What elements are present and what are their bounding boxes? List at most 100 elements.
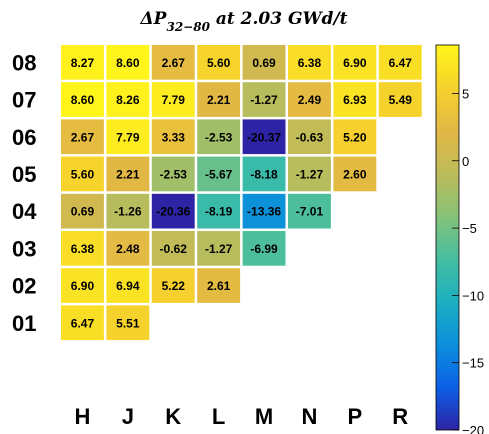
cell-value-label: 0.69 [71, 205, 95, 219]
color-scale-gradient [436, 45, 459, 430]
heatmap-cell: 8.26 [106, 82, 150, 117]
heatmap-cell: 2.67 [151, 45, 195, 80]
color-scale-tick-label: −10 [462, 288, 484, 303]
cell-rect [106, 305, 150, 341]
title-prefix: ΔP [139, 9, 167, 29]
cell-value-label: 5.60 [71, 167, 95, 181]
cell-rect [151, 193, 195, 229]
chart-title: ΔP32−80 at 2.03 GWd/t [139, 9, 347, 34]
cell-rect [61, 119, 104, 155]
cell-value-label: 5.49 [389, 93, 413, 107]
cell-value-label: 2.61 [207, 279, 231, 293]
color-scale-bar: 5 0 −5 −10 −15 −20 [435, 44, 484, 434]
heatmap-cell: -20.37 [242, 119, 286, 155]
cell-value-label: 8.60 [116, 56, 140, 70]
cell-value-label: 8.26 [116, 93, 140, 107]
cell-rect [61, 193, 104, 229]
heatmap-cell: 6.93 [333, 82, 377, 117]
heatmap-grid: 8.27 8.60 2.67 5.60 0.69 6.38 6.90 6.47 8.60 8.26… [61, 45, 422, 341]
cell-rect [242, 82, 286, 117]
cell-value-label: -0.63 [296, 130, 324, 144]
title-subscript: 32−80 [166, 20, 210, 34]
cell-value-label: 8.60 [71, 93, 95, 107]
x-axis-label: R [392, 404, 408, 429]
heatmap-cell: 2.49 [288, 82, 331, 117]
cell-value-label: 2.67 [162, 56, 186, 70]
cell-value-label: -0.62 [160, 242, 188, 256]
x-axis-label: J [122, 404, 134, 429]
cell-value-label: -1.27 [250, 93, 278, 107]
cell-rect [106, 268, 150, 303]
heatmap-cell: 2.61 [197, 268, 241, 303]
heatmap-cell: 6.38 [288, 45, 331, 80]
cell-rect [288, 193, 331, 229]
heatmap-cell: 5.22 [151, 268, 195, 303]
cell-rect [242, 231, 286, 266]
cell-rect [378, 82, 422, 117]
cell-rect [288, 156, 331, 192]
cell-rect [106, 82, 150, 117]
heatmap-cell: 6.94 [106, 268, 150, 303]
y-axis-label: 05 [12, 162, 36, 187]
cell-value-label: -7.01 [296, 205, 324, 219]
heatmap-cell: 5.51 [106, 305, 150, 341]
y-axis-label: 06 [12, 125, 36, 150]
cell-rect [288, 82, 331, 117]
x-axis-label: H [75, 404, 91, 429]
cell-value-label: 6.93 [343, 93, 367, 107]
x-axis-label: P [348, 404, 363, 429]
cell-value-label: -6.99 [250, 242, 278, 256]
cell-rect [61, 156, 104, 192]
y-axis-label: 02 [12, 274, 36, 299]
cell-rect [333, 82, 377, 117]
cell-rect [61, 305, 104, 341]
heatmap-cell: -5.67 [197, 156, 241, 192]
y-axis-label: 07 [12, 88, 36, 113]
y-axis-label: 04 [12, 199, 37, 224]
heatmap-cell: -8.19 [197, 193, 241, 229]
cell-rect [106, 193, 150, 229]
x-axis-label: K [165, 404, 181, 429]
y-axis-labels: 08 07 06 05 04 03 02 01 [12, 50, 37, 335]
cell-value-label: -1.27 [205, 242, 233, 256]
cell-rect [288, 45, 331, 80]
heatmap-cell: 0.69 [61, 193, 104, 229]
cell-value-label: -1.26 [114, 205, 142, 219]
color-scale-tick-label: 0 [462, 154, 469, 169]
cell-rect [197, 82, 241, 117]
cell-rect [61, 268, 104, 303]
heatmap-cell: 5.49 [378, 82, 422, 117]
cell-rect [106, 119, 150, 155]
cell-rect [197, 193, 241, 229]
cell-value-label: -2.53 [205, 130, 233, 144]
cell-value-label: 2.67 [71, 130, 95, 144]
cell-value-label: 2.21 [116, 167, 140, 181]
cell-value-label: 8.27 [71, 56, 95, 70]
heatmap-cell: -1.27 [288, 156, 331, 192]
heatmap-cell: 2.48 [106, 231, 150, 266]
cell-value-label: 7.79 [162, 93, 186, 107]
cell-value-label: -5.67 [205, 167, 233, 181]
heatmap-cell: 8.27 [61, 45, 104, 80]
heatmap-cell: 5.60 [61, 156, 104, 192]
heatmap-cell: 3.33 [151, 119, 195, 155]
heatmap-cell: -20.36 [151, 193, 195, 229]
cell-value-label: 6.38 [71, 242, 95, 256]
cell-rect [197, 119, 241, 155]
heatmap-cell: 6.38 [61, 231, 104, 266]
heatmap-cell: 8.60 [106, 45, 150, 80]
color-scale-tick-label: −15 [462, 356, 484, 371]
cell-value-label: 6.47 [389, 56, 413, 70]
cell-rect [106, 45, 150, 80]
cell-value-label: 6.90 [343, 56, 367, 70]
heatmap-cell: 7.79 [106, 119, 150, 155]
heatmap-cell: -2.53 [151, 156, 195, 192]
title-suffix: at 2.03 GWd/t [210, 9, 348, 29]
cell-rect [288, 119, 331, 155]
cell-value-label: 2.49 [298, 93, 322, 107]
cell-value-label: 2.48 [116, 242, 140, 256]
heatmap-cell: 7.79 [151, 82, 195, 117]
cell-value-label: -13.36 [247, 205, 281, 219]
heatmap-cell: 8.60 [61, 82, 104, 117]
